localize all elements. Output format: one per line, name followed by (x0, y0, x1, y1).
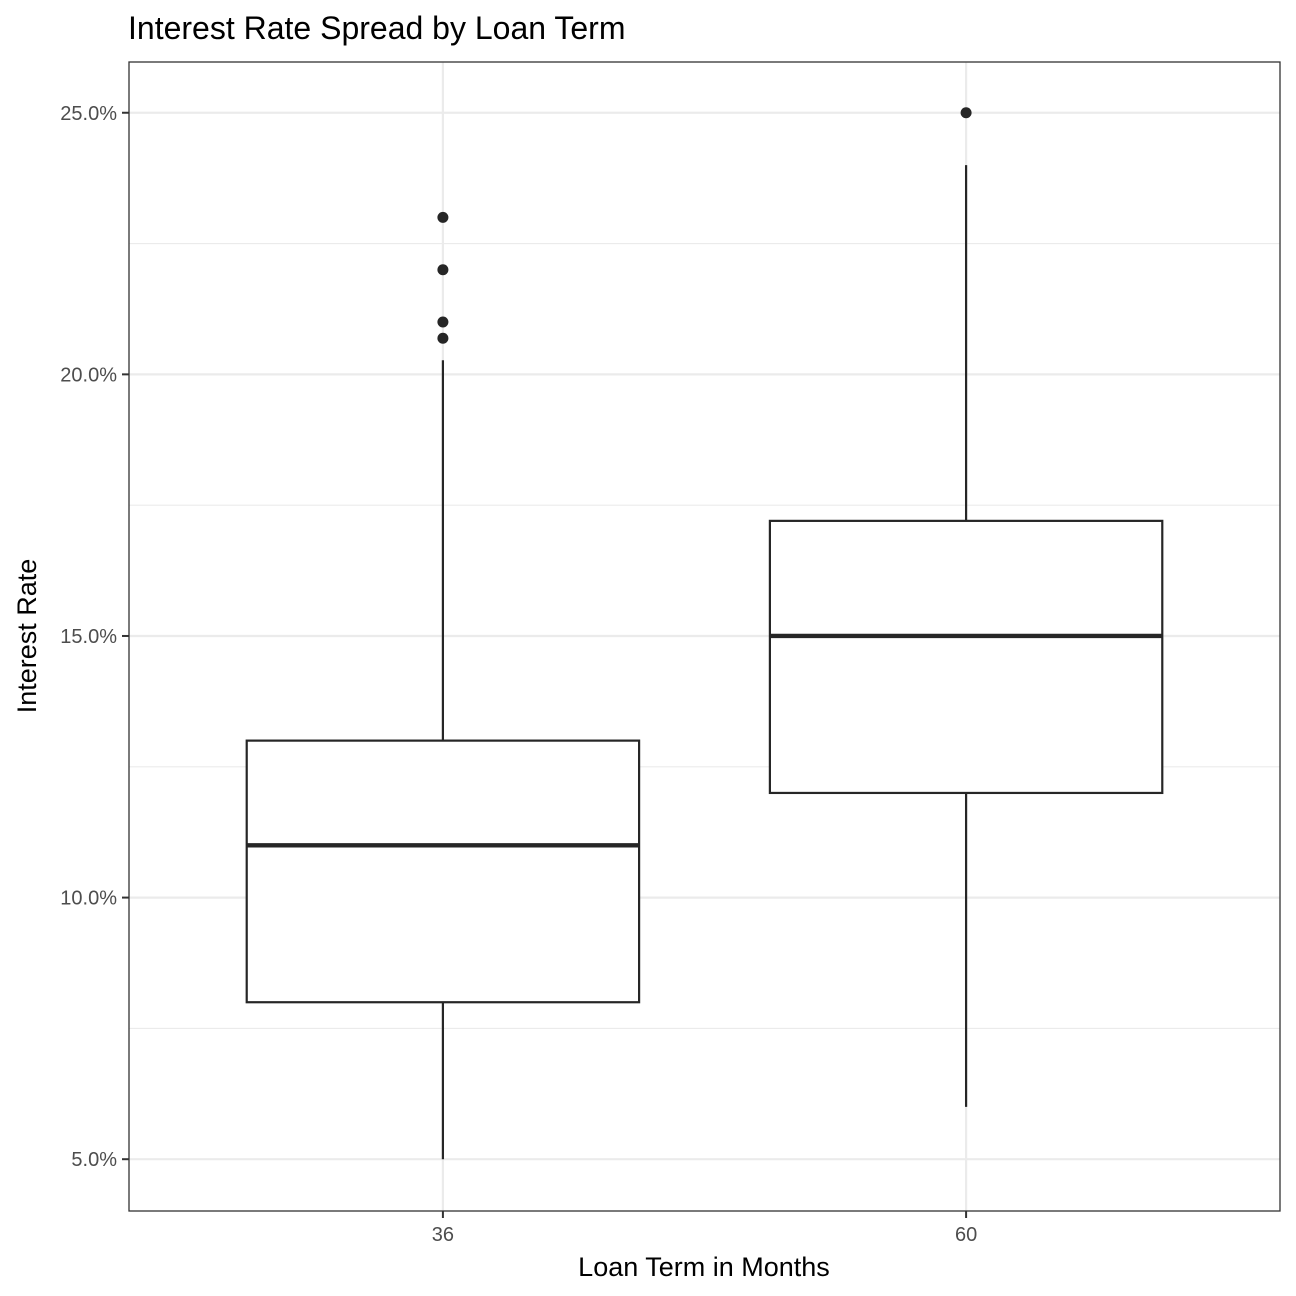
y-tick-label: 25.0% (60, 103, 117, 125)
y-tick-label: 10.0% (60, 888, 117, 910)
iqr-box (768, 519, 1164, 795)
y-tick-label: 20.0% (60, 364, 117, 386)
chart-title: Interest Rate Spread by Loan Term (128, 10, 625, 46)
boxes (245, 107, 1164, 1160)
y-axis-title: Interest Rate (12, 559, 42, 714)
x-tick-label: 36 (432, 1224, 454, 1246)
y-tick-label: 5.0% (71, 1149, 117, 1171)
x-axis: 36 60 (432, 1211, 977, 1246)
outlier-point (960, 107, 972, 119)
box-36 (245, 211, 641, 1160)
x-tick-label: 60 (955, 1224, 977, 1246)
y-axis: 5.0% 10.0% 15.0% 20.0% 25.0% (60, 103, 129, 1171)
outlier-point (437, 316, 449, 328)
outlier-point (437, 264, 449, 276)
iqr-box (245, 739, 641, 1004)
box-60 (768, 107, 1164, 1107)
y-tick-label: 15.0% (60, 626, 117, 648)
x-axis-title: Loan Term in Months (578, 1252, 830, 1282)
outlier-point (437, 332, 449, 344)
outlier-point (437, 211, 449, 223)
